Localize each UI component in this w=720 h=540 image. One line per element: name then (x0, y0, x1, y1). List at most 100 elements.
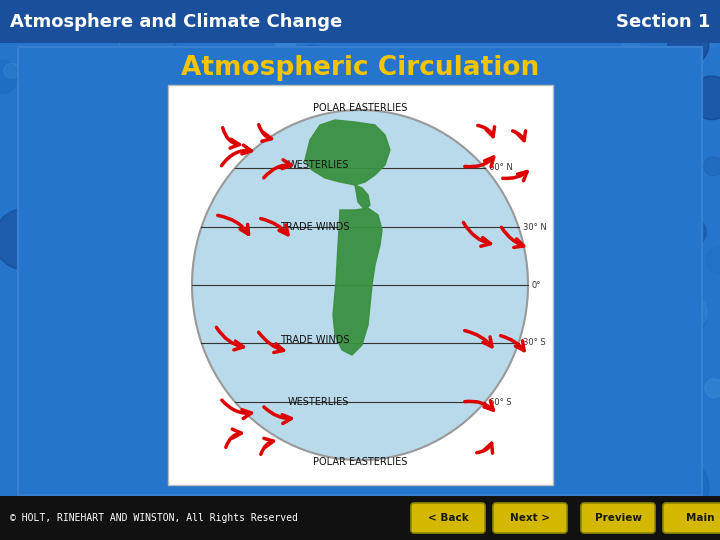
Circle shape (159, 152, 181, 173)
Text: 30° S: 30° S (523, 338, 545, 347)
Circle shape (480, 489, 518, 526)
Circle shape (583, 214, 608, 239)
Circle shape (251, 220, 310, 278)
Circle shape (253, 123, 277, 147)
Circle shape (706, 247, 720, 274)
Circle shape (112, 240, 150, 278)
FancyArrowPatch shape (217, 327, 243, 350)
FancyArrowPatch shape (264, 160, 292, 178)
FancyBboxPatch shape (18, 47, 702, 495)
Text: Atmosphere and Climate Change: Atmosphere and Climate Change (10, 13, 342, 31)
Circle shape (269, 405, 287, 423)
FancyBboxPatch shape (663, 503, 720, 533)
Circle shape (33, 89, 42, 98)
Circle shape (586, 427, 631, 472)
Circle shape (183, 153, 231, 201)
Circle shape (271, 153, 307, 190)
FancyArrowPatch shape (217, 215, 248, 234)
Circle shape (81, 83, 103, 104)
Text: Preview: Preview (595, 513, 642, 523)
Circle shape (134, 276, 148, 289)
Circle shape (215, 391, 228, 404)
Circle shape (499, 77, 535, 112)
Circle shape (158, 177, 174, 192)
FancyArrowPatch shape (513, 131, 526, 140)
Text: Atmospheric Circulation: Atmospheric Circulation (181, 55, 539, 81)
Text: 60° S: 60° S (489, 398, 511, 407)
Circle shape (333, 147, 387, 200)
FancyArrowPatch shape (261, 438, 274, 454)
Text: POLAR EASTERLIES: POLAR EASTERLIES (312, 457, 408, 467)
Circle shape (441, 242, 472, 273)
Circle shape (53, 447, 62, 456)
Circle shape (577, 389, 622, 434)
Circle shape (0, 208, 55, 270)
Text: TRADE WINDS: TRADE WINDS (280, 222, 350, 232)
Circle shape (513, 326, 541, 354)
Circle shape (433, 151, 465, 183)
Circle shape (647, 381, 672, 407)
Ellipse shape (192, 110, 528, 460)
Circle shape (678, 218, 706, 247)
Text: < Back: < Back (428, 513, 469, 523)
FancyArrowPatch shape (226, 429, 241, 447)
Circle shape (399, 326, 462, 389)
Text: © HOLT, RINEHART AND WINSTON, All Rights Reserved: © HOLT, RINEHART AND WINSTON, All Rights… (10, 513, 298, 523)
Circle shape (94, 90, 150, 146)
Circle shape (624, 449, 659, 484)
Circle shape (297, 231, 312, 246)
FancyArrowPatch shape (258, 332, 284, 353)
Circle shape (56, 199, 68, 211)
Circle shape (171, 254, 234, 317)
Circle shape (0, 60, 19, 93)
Circle shape (345, 138, 377, 170)
Circle shape (42, 447, 89, 493)
FancyArrowPatch shape (477, 443, 492, 453)
Circle shape (464, 52, 477, 64)
Circle shape (284, 192, 333, 240)
Circle shape (395, 374, 429, 408)
Circle shape (471, 457, 515, 501)
Circle shape (50, 183, 113, 246)
Text: 0°: 0° (532, 280, 541, 289)
Circle shape (652, 5, 664, 17)
Circle shape (642, 311, 686, 356)
FancyArrowPatch shape (500, 336, 524, 350)
Circle shape (363, 185, 417, 239)
Circle shape (629, 418, 653, 442)
Circle shape (456, 77, 516, 138)
Circle shape (0, 0, 38, 41)
Polygon shape (355, 185, 370, 210)
Circle shape (701, 26, 720, 48)
Text: 30° N: 30° N (523, 222, 546, 232)
FancyBboxPatch shape (493, 503, 567, 533)
Circle shape (302, 462, 326, 485)
Text: Next >: Next > (510, 513, 550, 523)
Circle shape (379, 240, 414, 275)
Text: WESTERLIES: WESTERLIES (287, 160, 348, 170)
Circle shape (78, 356, 112, 390)
Circle shape (627, 86, 662, 122)
Circle shape (689, 313, 706, 329)
Circle shape (646, 456, 708, 519)
Circle shape (377, 253, 398, 274)
Circle shape (305, 454, 357, 507)
Circle shape (326, 293, 340, 307)
Circle shape (384, 488, 410, 515)
Circle shape (471, 205, 522, 256)
Circle shape (603, 189, 621, 207)
Circle shape (324, 278, 364, 318)
Circle shape (657, 157, 693, 193)
Text: Section 1: Section 1 (616, 13, 710, 31)
Circle shape (456, 366, 516, 426)
Circle shape (356, 466, 376, 486)
FancyBboxPatch shape (168, 85, 553, 485)
Circle shape (55, 321, 63, 329)
FancyArrowPatch shape (464, 222, 490, 246)
Circle shape (344, 87, 394, 137)
FancyArrowPatch shape (222, 145, 251, 166)
FancyArrowPatch shape (222, 400, 251, 418)
FancyArrowPatch shape (464, 157, 494, 167)
Circle shape (300, 373, 308, 381)
Circle shape (149, 124, 169, 144)
